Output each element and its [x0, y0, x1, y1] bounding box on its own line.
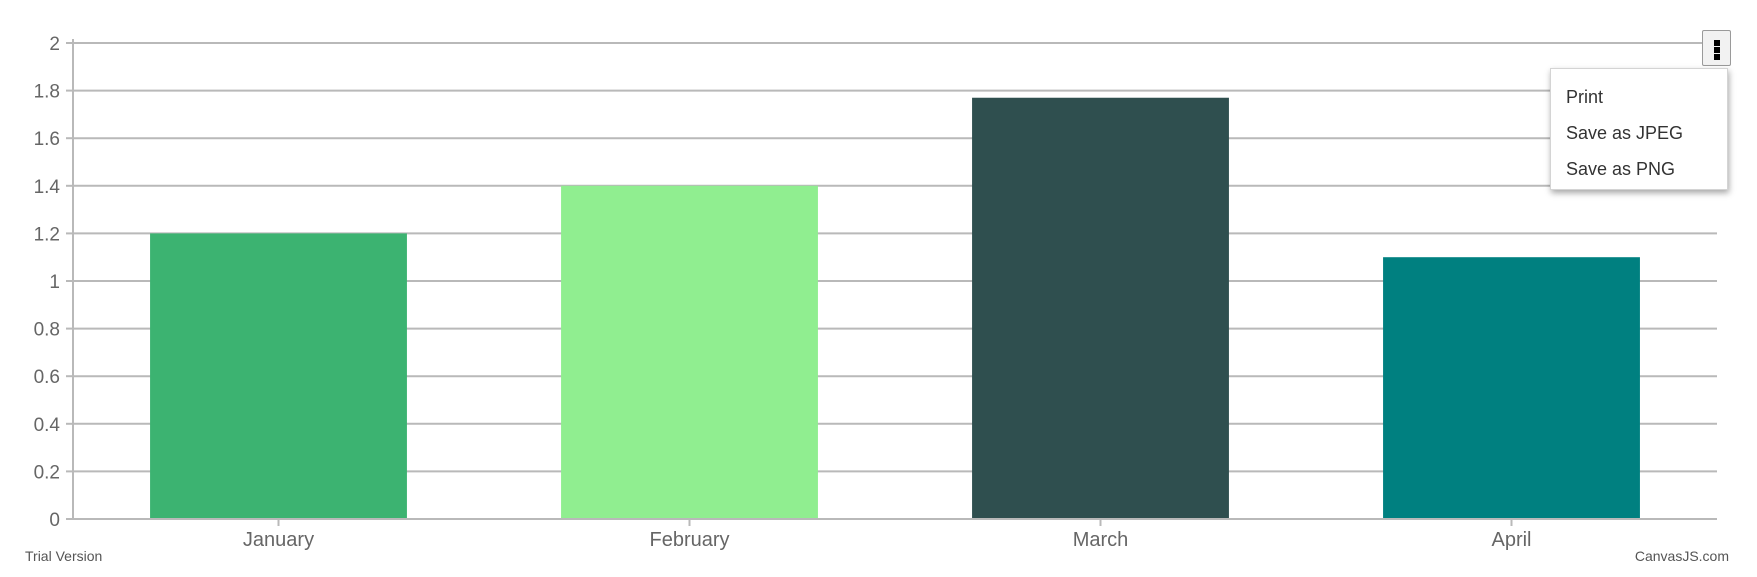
chart-export-menu: Print Save as JPEG Save as PNG	[1550, 68, 1728, 190]
trial-version-label: Trial Version	[25, 548, 103, 564]
y-tick-label: 1.4	[34, 177, 61, 198]
menu-item-save-jpeg[interactable]: Save as JPEG	[1566, 123, 1684, 143]
x-axis-category-labels: January February March April	[243, 529, 1532, 551]
bar-january[interactable]	[150, 233, 407, 519]
y-tick-label: 0.8	[34, 320, 60, 341]
y-tick-label: 0.6	[34, 367, 60, 388]
bar-april[interactable]	[1383, 257, 1640, 519]
x-category-label: April	[1491, 529, 1531, 551]
y-tick-label: 0.4	[34, 415, 61, 436]
canvasjs-credit-link[interactable]: CanvasJS.com	[1634, 548, 1729, 564]
y-tick-label: 1.6	[34, 129, 60, 150]
y-tick-label: 0.2	[34, 462, 60, 483]
y-tick-label: 1.8	[34, 82, 60, 103]
x-category-label: March	[1073, 529, 1129, 551]
y-tick-label: 1	[49, 272, 60, 293]
x-category-label: January	[243, 529, 314, 551]
bars	[150, 97, 1640, 520]
y-tick-label: 1.2	[34, 224, 60, 245]
axes	[66, 39, 1717, 526]
y-tick-label: 0	[49, 510, 60, 531]
menu-item-print[interactable]: Print	[1566, 87, 1604, 107]
bar-february[interactable]	[561, 185, 818, 520]
menu-item-save-png[interactable]: Save as PNG	[1566, 159, 1676, 179]
chart-menu-button[interactable]	[1702, 30, 1731, 66]
bar-march[interactable]	[972, 97, 1229, 520]
y-tick-label: 2	[49, 34, 60, 55]
x-category-label: February	[649, 529, 729, 551]
y-axis-tick-labels: 0 0.2 0.4 0.6 0.8 1 1.2 1.4 1.6 1.8 2	[34, 34, 61, 531]
